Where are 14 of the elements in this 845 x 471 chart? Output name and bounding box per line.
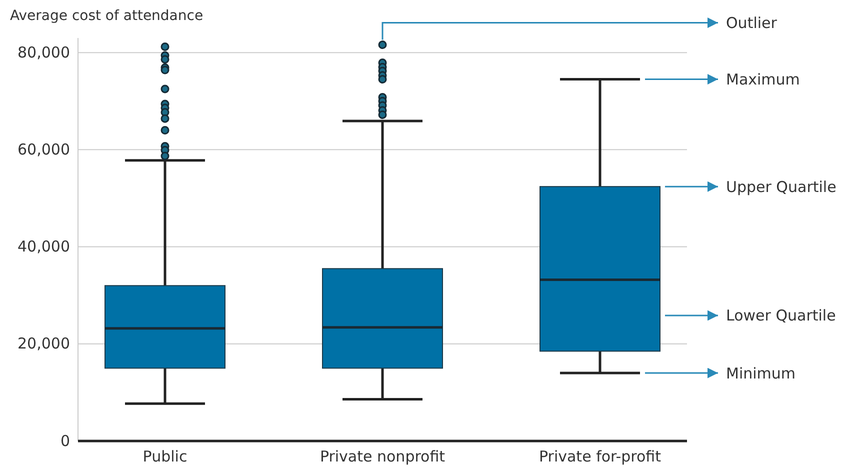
- x-tick-label: Private for-profit: [538, 448, 662, 466]
- y-tick-label: 40,000: [18, 238, 70, 256]
- x-tick-label: Public: [142, 448, 188, 466]
- y-tick-label: 0: [60, 432, 70, 450]
- y-axis-title: Average cost of attendance: [10, 8, 204, 24]
- x-tick-label: Private nonprofit: [320, 448, 446, 466]
- text: Maximum: [726, 70, 800, 89]
- y-tick-label: 20,000: [18, 334, 70, 353]
- y-tick-label: 60,000: [18, 140, 70, 158]
- y-tick-label: 80,000: [18, 43, 70, 62]
- text: Outlier: [726, 14, 778, 32]
- text: Upper Quartile: [726, 178, 836, 196]
- text: Lower Quartile: [726, 306, 836, 325]
- text: Minimum: [726, 364, 796, 382]
